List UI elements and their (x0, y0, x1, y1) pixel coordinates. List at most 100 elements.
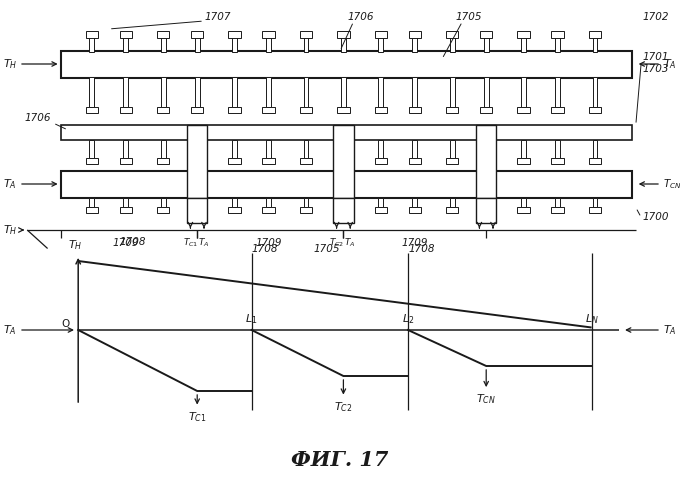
Bar (379, 38, 384, 52)
Bar (194, 38, 200, 52)
Text: 1706: 1706 (347, 12, 373, 22)
Text: 1706: 1706 (24, 113, 51, 123)
Bar (480, 107, 492, 113)
Text: $T_A$: $T_A$ (663, 57, 677, 71)
Bar (160, 38, 165, 52)
Bar (337, 32, 350, 38)
Bar (124, 78, 128, 107)
Text: 1709: 1709 (402, 238, 428, 248)
Text: $T_A$: $T_A$ (345, 236, 356, 249)
Bar (86, 158, 98, 164)
Text: $T_A$: $T_A$ (199, 236, 209, 249)
Bar (191, 158, 203, 164)
Bar (228, 32, 241, 38)
Bar (160, 140, 165, 158)
Bar (262, 32, 275, 38)
Bar (592, 38, 597, 52)
Text: $T_A$: $T_A$ (3, 323, 17, 337)
Bar (517, 32, 530, 38)
Bar (551, 32, 564, 38)
Bar (124, 38, 128, 52)
Text: O: O (62, 319, 70, 329)
Bar (379, 140, 384, 158)
Bar (124, 140, 128, 158)
Bar (341, 140, 346, 158)
Bar (191, 206, 203, 212)
Bar (450, 198, 455, 206)
Bar (450, 38, 455, 52)
Bar (61, 125, 632, 140)
Text: $T_H$: $T_H$ (67, 238, 82, 252)
Bar (194, 140, 200, 158)
Bar (303, 78, 309, 107)
Text: 1700: 1700 (643, 212, 669, 222)
Text: $T_H$: $T_H$ (3, 57, 17, 71)
Bar (232, 38, 237, 52)
Bar (61, 172, 632, 198)
Text: $T_{C2}$: $T_{C2}$ (334, 400, 353, 414)
Bar (375, 107, 387, 113)
Bar (517, 158, 530, 164)
Text: $T_{C2}$: $T_{C2}$ (329, 236, 344, 249)
Bar (86, 32, 98, 38)
Bar (592, 78, 597, 107)
Bar (484, 198, 488, 206)
Bar (412, 198, 418, 206)
Text: $T_{CN}$: $T_{CN}$ (476, 392, 496, 406)
Bar (232, 198, 237, 206)
Bar (409, 206, 421, 212)
Bar (555, 140, 560, 158)
Bar (160, 198, 165, 206)
Bar (551, 158, 564, 164)
Bar (90, 198, 94, 206)
Bar (337, 107, 350, 113)
Text: $L_2$: $L_2$ (402, 312, 414, 326)
Text: 1705: 1705 (456, 12, 482, 22)
Bar (90, 38, 94, 52)
Bar (187, 125, 207, 198)
Bar (484, 38, 488, 52)
Bar (228, 158, 241, 164)
Bar (232, 78, 237, 107)
Bar (589, 32, 601, 38)
Bar (157, 32, 169, 38)
Bar (409, 32, 421, 38)
Bar (589, 158, 601, 164)
Bar (446, 206, 458, 212)
Bar (379, 78, 384, 107)
Text: $T_A$: $T_A$ (663, 323, 677, 337)
Bar (262, 206, 275, 212)
Bar (337, 158, 350, 164)
Text: 1702: 1702 (643, 12, 669, 22)
Bar (90, 78, 94, 107)
Bar (191, 107, 203, 113)
Bar (337, 206, 350, 212)
Text: 1703: 1703 (643, 64, 669, 74)
Bar (522, 198, 526, 206)
Text: $T_H$: $T_H$ (3, 223, 17, 237)
Bar (555, 78, 560, 107)
Text: $L_N$: $L_N$ (585, 312, 598, 326)
Bar (86, 107, 98, 113)
Text: 1708: 1708 (252, 244, 278, 254)
Bar (412, 78, 418, 107)
Bar (160, 78, 165, 107)
Bar (333, 125, 354, 198)
Bar (232, 140, 237, 158)
Bar (484, 140, 488, 158)
Text: $T_{C1}$: $T_{C1}$ (188, 410, 207, 424)
Bar (409, 107, 421, 113)
Bar (480, 32, 492, 38)
Bar (555, 198, 560, 206)
Bar (375, 158, 387, 164)
Bar (476, 125, 496, 198)
Bar (589, 107, 601, 113)
Bar (412, 140, 418, 158)
Bar (517, 107, 530, 113)
Bar (341, 78, 346, 107)
Text: 1707: 1707 (205, 12, 231, 22)
Text: 1705: 1705 (313, 244, 339, 254)
Bar (267, 198, 271, 206)
Bar (300, 206, 312, 212)
Text: $L_1$: $L_1$ (245, 312, 258, 326)
